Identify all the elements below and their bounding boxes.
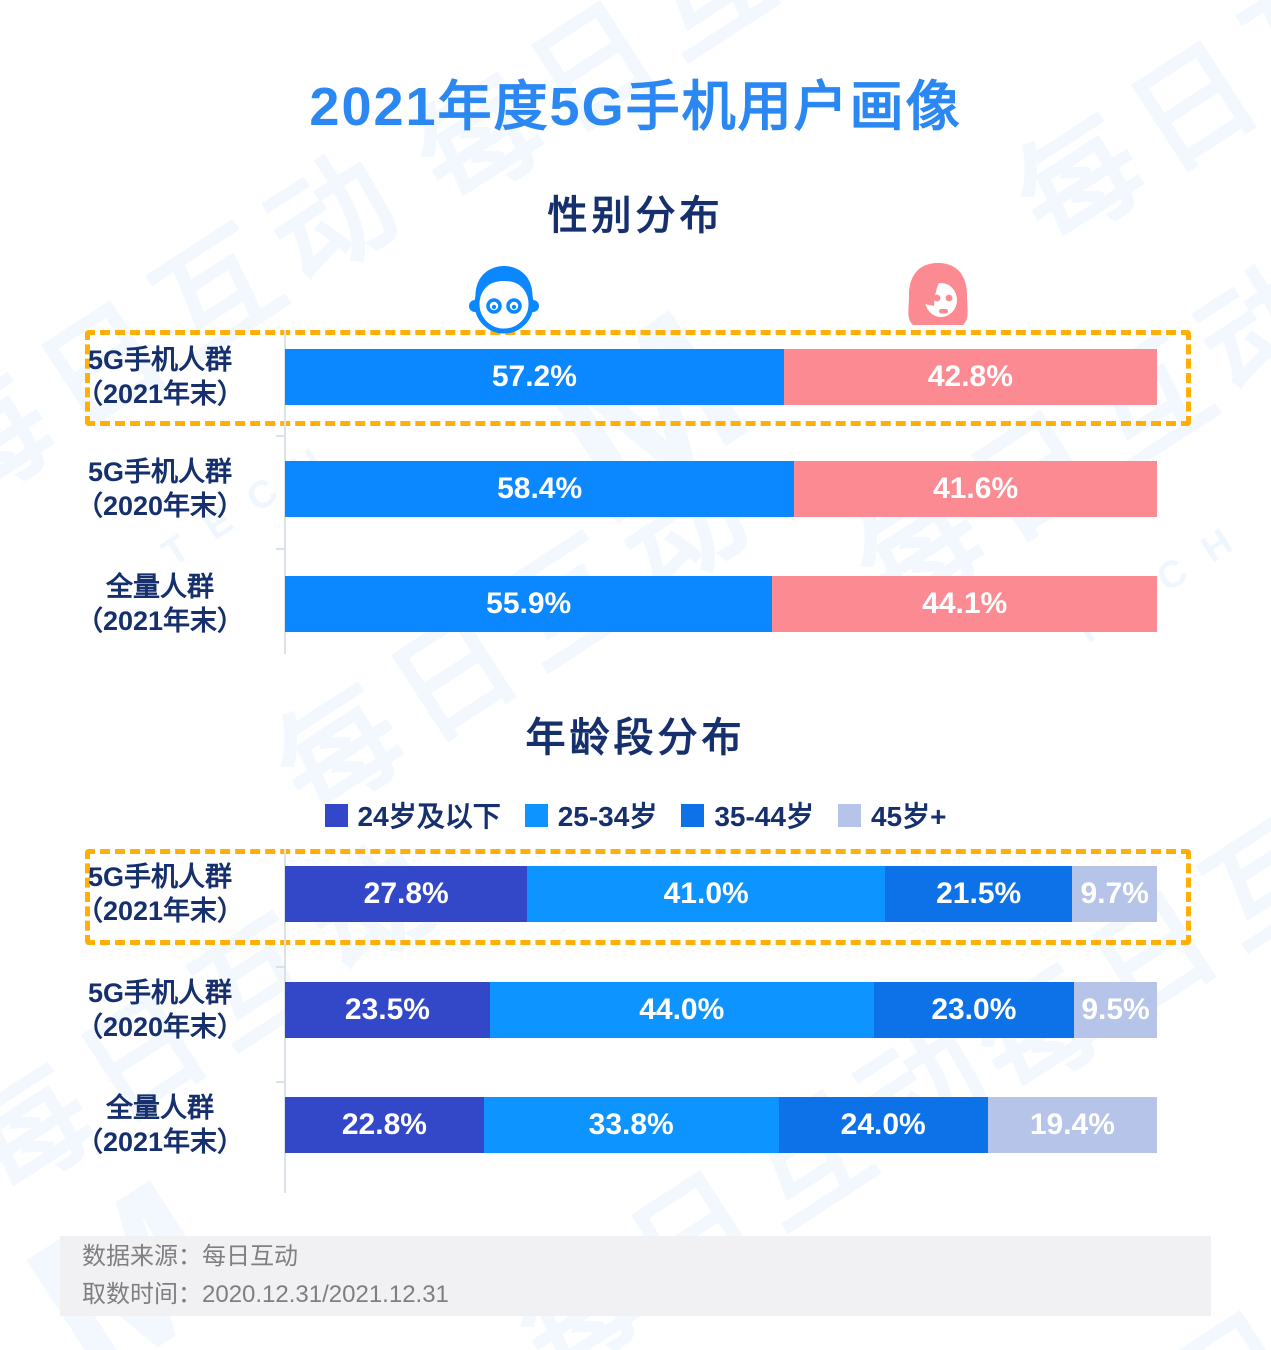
age-segment-25-34: 41.0% [527, 866, 885, 922]
row-label: 全量人群 （2021年末） [55, 572, 265, 636]
age-segment-under24: 23.5% [285, 982, 490, 1038]
age-segment-25-34: 33.8% [483, 1097, 779, 1153]
row-label-line2: （2021年末） [75, 606, 245, 636]
row-label: 5G手机人群 （2020年末） [55, 457, 265, 521]
legend-label: 24岁及以下 [357, 801, 501, 832]
stacked-bar: 57.2% 42.8% [285, 349, 1157, 405]
segment-value: 24.0% [840, 1108, 926, 1141]
row-label-line2: （2021年末） [75, 379, 245, 409]
legend-label: 25-34岁 [557, 801, 658, 832]
data-time-text: 取数时间：2020.12.31/2021.12.31 [82, 1281, 449, 1308]
legend-swatch [524, 803, 548, 827]
legend-swatch [324, 803, 348, 827]
axis-tick [276, 435, 284, 437]
age-section-title: 年龄段分布 [525, 716, 746, 760]
age-segment-35-44: 24.0% [778, 1097, 988, 1153]
segment-value: 55.9% [486, 587, 572, 620]
age-segment-45plus: 9.5% [1074, 982, 1157, 1038]
row-label: 5G手机人群 （2021年末） [55, 345, 265, 409]
legend-item-25-34: 25-34岁 [524, 795, 658, 835]
age-row-all-users: 全量人群 （2021年末） 22.8% 33.8% 24.0% 19.4% [55, 1093, 1157, 1157]
segment-value: 42.8% [927, 360, 1013, 393]
row-label-line1: 全量人群 [106, 572, 214, 602]
legend-label: 35-44岁 [714, 801, 814, 832]
stacked-bar: 22.8% 33.8% 24.0% 19.4% [285, 1097, 1157, 1153]
segment-value: 33.8% [588, 1108, 674, 1141]
age-segment-25-34: 44.0% [489, 982, 874, 1038]
age-segment-under24: 22.8% [285, 1097, 484, 1153]
row-label-line2: （2021年末） [75, 896, 245, 926]
segment-value: 41.0% [663, 877, 749, 910]
stacked-bar: 23.5% 44.0% 23.0% 9.5% [285, 982, 1157, 1038]
legend-label: 45岁+ [870, 801, 947, 832]
gender-row-all-users: 全量人群 （2021年末） 55.9% 44.1% [55, 572, 1157, 636]
axis-tick [276, 548, 284, 550]
row-label: 5G手机人群 （2021年末） [55, 862, 265, 926]
row-label-line1: 5G手机人群 [87, 345, 233, 375]
row-label-line1: 5G手机人群 [87, 978, 233, 1008]
legend-item-35-44: 35-44岁 [681, 795, 814, 835]
row-label-line2: （2021年末） [75, 1127, 245, 1157]
gender-row-5g-2020: 5G手机人群 （2020年末） 58.4% 41.6% [55, 457, 1157, 521]
age-segment-35-44: 23.0% [873, 982, 1075, 1038]
stacked-bar: 55.9% 44.1% [285, 576, 1157, 632]
male-segment: 55.9% [285, 576, 773, 632]
segment-value: 57.2% [491, 360, 577, 393]
row-label-line1: 5G手机人群 [87, 862, 233, 892]
female-segment: 42.8% [783, 349, 1157, 405]
age-segment-45plus: 9.7% [1072, 866, 1157, 922]
age-row-5g-2020: 5G手机人群 （2020年末） 23.5% 44.0% 23.0% 9.5% [55, 978, 1157, 1042]
age-row-5g-2021: 5G手机人群 （2021年末） 27.8% 41.0% 21.5% 9.7% [55, 862, 1157, 926]
gender-section-title: 性别分布 [547, 194, 724, 238]
legend-swatch [681, 803, 705, 827]
segment-value: 44.0% [639, 993, 725, 1026]
legend-item-under24: 24岁及以下 [324, 795, 501, 835]
age-segment-under24: 27.8% [285, 866, 528, 922]
axis-tick [276, 1081, 284, 1083]
segment-value: 19.4% [1029, 1108, 1115, 1141]
row-label-line2: （2020年末） [75, 491, 245, 521]
data-source-text: 数据来源：每日互动 [82, 1243, 298, 1270]
segment-value: 21.5% [936, 877, 1022, 910]
page-title: 2021年度5G手机用户画像 [309, 77, 962, 137]
male-segment: 58.4% [285, 461, 795, 517]
segment-value: 9.5% [1081, 993, 1150, 1026]
legend-item-45plus: 45岁+ [837, 795, 947, 835]
row-label-line1: 全量人群 [106, 1093, 214, 1123]
row-label: 全量人群 （2021年末） [55, 1093, 265, 1157]
female-segment: 44.1% [772, 576, 1157, 632]
age-segment-45plus: 19.4% [987, 1097, 1157, 1153]
stacked-bar: 27.8% 41.0% 21.5% 9.7% [285, 866, 1157, 922]
female-segment: 41.6% [794, 461, 1157, 517]
age-segment-35-44: 21.5% [884, 866, 1073, 922]
male-segment: 57.2% [285, 349, 784, 405]
segment-value: 23.5% [344, 993, 430, 1026]
segment-value: 41.6% [933, 472, 1019, 505]
legend-swatch [837, 803, 861, 827]
segment-value: 27.8% [363, 877, 449, 910]
axis-tick [276, 966, 284, 968]
segment-value: 44.1% [922, 587, 1008, 620]
segment-value: 58.4% [497, 472, 583, 505]
segment-value: 23.0% [931, 993, 1017, 1026]
male-icon [469, 266, 539, 334]
stacked-bar: 58.4% 41.6% [285, 461, 1157, 517]
gender-row-5g-2021: 5G手机人群 （2021年末） 57.2% 42.8% [55, 345, 1157, 409]
segment-value: 9.7% [1080, 877, 1149, 910]
footer-note: 数据来源：每日互动 取数时间：2020.12.31/2021.12.31 [60, 1236, 1211, 1316]
segment-value: 22.8% [341, 1108, 427, 1141]
row-label-line1: 5G手机人群 [87, 457, 233, 487]
age-legend: 24岁及以下 25-34岁 35-44岁 45岁+ [0, 795, 1271, 835]
row-label: 5G手机人群 （2020年末） [55, 978, 265, 1042]
female-icon [908, 263, 968, 325]
row-label-line2: （2020年末） [75, 1012, 245, 1042]
